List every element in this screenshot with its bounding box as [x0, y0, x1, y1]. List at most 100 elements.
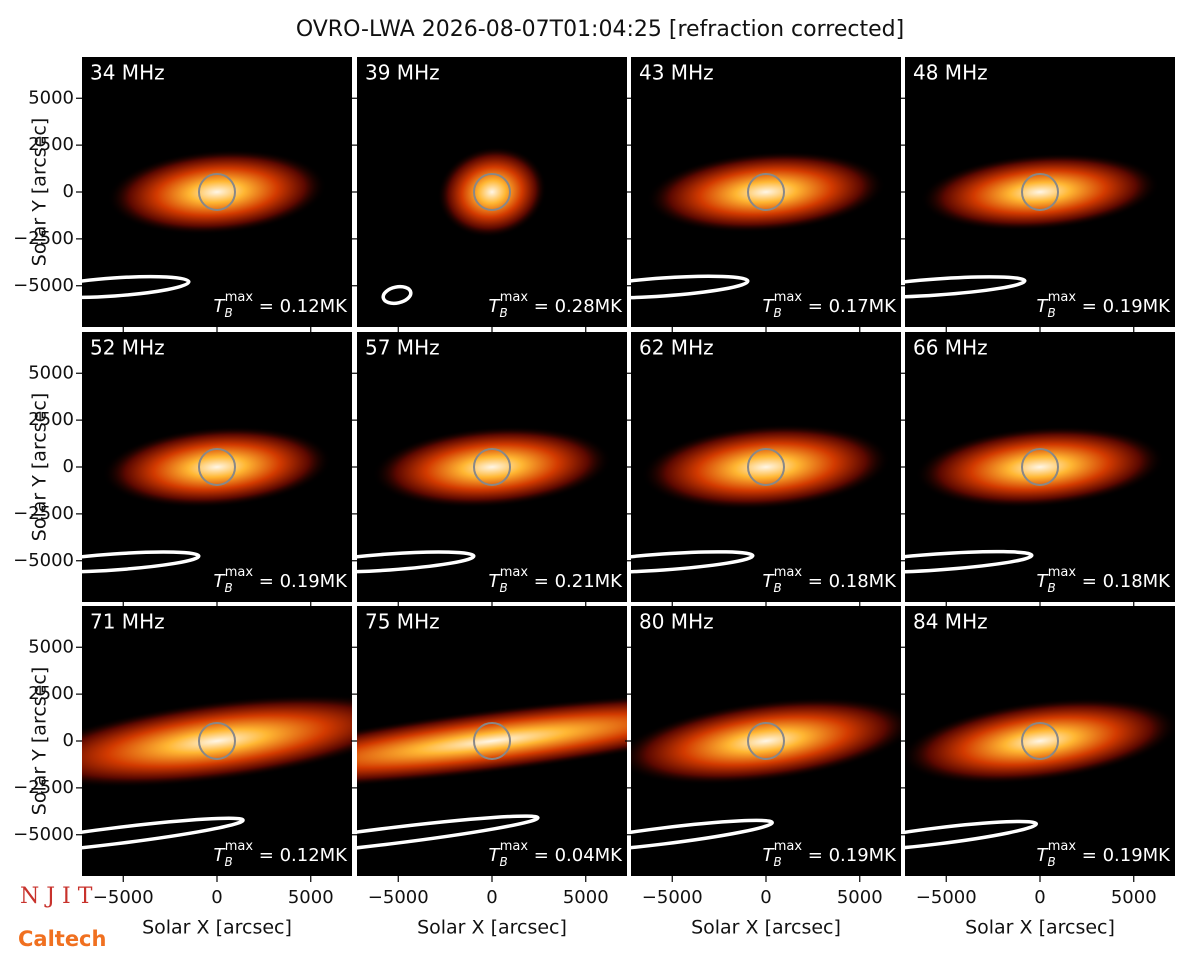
panel: 66 MHz TBmax = 0.18MK	[899, 332, 1175, 608]
solar-disk	[747, 722, 785, 760]
x-axis-label: Solar X [arcsec]	[142, 917, 292, 939]
tb-sup: max	[500, 565, 529, 580]
tb-sup: max	[1048, 839, 1077, 854]
tb-symbol: T	[213, 571, 226, 592]
tb-eq: =	[802, 571, 829, 592]
tb-label: TBmax = 0.12MK	[213, 839, 348, 869]
tb-eq: =	[802, 296, 829, 317]
beam	[905, 549, 1034, 575]
y-tick-label: 5000	[28, 362, 74, 383]
tb-label: TBmax = 0.28MK	[488, 290, 623, 320]
solar-disk	[198, 173, 236, 211]
freq-label: 39 MHz	[365, 61, 440, 85]
tb-sup: max	[1048, 565, 1077, 580]
tb-sup: max	[500, 290, 529, 305]
solar-disk	[1021, 448, 1059, 486]
beam	[905, 819, 1039, 853]
y-tick-label: −5000	[13, 550, 74, 571]
emission	[920, 153, 1160, 231]
tb-sub: B	[1047, 306, 1055, 320]
beam	[631, 274, 750, 300]
y-tick-label: 2500	[28, 409, 74, 430]
x-axis-label: Solar X [arcsec]	[417, 917, 567, 939]
panel: 80 MHz TBmax = 0.19MK −5000 0 5000 Solar X [a…	[625, 606, 901, 939]
freq-label: 80 MHz	[639, 610, 714, 634]
tb-sup: max	[500, 839, 529, 854]
x-tick-label: −5000	[916, 887, 977, 908]
image	[82, 149, 327, 300]
y-tick-label: −5000	[13, 824, 74, 845]
solar-disk	[473, 173, 511, 211]
tb-symbol: T	[762, 845, 775, 866]
tb-value: 0.17MK	[829, 296, 898, 317]
y-tick-label: −2500	[13, 777, 74, 798]
tb-label: TBmax = 0.19MK	[1036, 290, 1171, 320]
tb-symbol: T	[1036, 845, 1049, 866]
image	[82, 694, 352, 856]
tb-value: 0.21MK	[555, 571, 624, 592]
tb-value: 0.19MK	[829, 845, 898, 866]
tb-value: 0.12MK	[280, 296, 349, 317]
tb-eq: =	[1076, 845, 1103, 866]
tb-symbol: T	[488, 296, 501, 317]
tb-label: TBmax = 0.19MK	[213, 565, 348, 595]
image	[357, 426, 612, 574]
solar-disk	[473, 722, 511, 760]
solar-disk	[747, 173, 785, 211]
tb-value: 0.28MK	[555, 296, 624, 317]
tb-label: TBmax = 0.18MK	[762, 565, 897, 595]
beam	[82, 816, 245, 856]
tb-eq: =	[802, 845, 829, 866]
image	[905, 426, 1165, 575]
freq-label: 43 MHz	[639, 61, 714, 85]
x-tick-label: 5000	[1111, 887, 1157, 908]
tb-eq: =	[253, 296, 280, 317]
tb-sub: B	[499, 855, 507, 869]
freq-label: 34 MHz	[90, 61, 165, 85]
tb-symbol: T	[1036, 296, 1049, 317]
title: OVRO-LWA 2026-08-07T01:04:25 [refraction…	[296, 17, 904, 42]
tb-label: TBmax = 0.12MK	[213, 290, 348, 320]
tb-symbol: T	[488, 571, 501, 592]
tb-sub: B	[773, 855, 781, 869]
logo-caltech: Caltech	[18, 927, 106, 951]
solar-disk	[198, 448, 236, 486]
tb-sub: B	[224, 306, 232, 320]
freq-label: 66 MHz	[913, 336, 988, 360]
tb-sub: B	[773, 581, 781, 595]
y-tick-label: 5000	[28, 636, 74, 657]
tb-sup: max	[225, 290, 254, 305]
y-tick-label: 0	[63, 181, 74, 202]
tb-sub: B	[224, 581, 232, 595]
y-tick-label: −2500	[13, 228, 74, 249]
emission	[82, 694, 352, 788]
beam	[82, 550, 201, 574]
x-tick-label: −5000	[368, 887, 429, 908]
x-tick-label: 5000	[837, 887, 883, 908]
x-tick-label: 0	[211, 887, 222, 908]
emission	[102, 426, 332, 508]
x-axis-label: Solar X [arcsec]	[691, 917, 841, 939]
tb-sup: max	[774, 290, 803, 305]
beam	[82, 274, 191, 300]
tb-sup: max	[774, 839, 803, 854]
tb-eq: =	[528, 845, 555, 866]
emission	[646, 151, 886, 233]
y-axis-label: Solar Y [arcsec]	[29, 667, 51, 815]
image	[381, 146, 547, 306]
tb-value: 0.19MK	[280, 571, 349, 592]
emission	[437, 146, 547, 238]
solar-disk	[747, 448, 785, 486]
tb-value: 0.18MK	[829, 571, 898, 592]
tb-sub: B	[1047, 581, 1055, 595]
tb-label: TBmax = 0.04MK	[488, 839, 623, 869]
tb-sup: max	[774, 565, 803, 580]
tb-label: TBmax = 0.19MK	[762, 839, 897, 869]
beam	[357, 814, 540, 858]
tb-symbol: T	[762, 571, 775, 592]
freq-label: 57 MHz	[365, 336, 440, 360]
logo-njit: N J I T	[20, 884, 93, 909]
solar-disk	[1021, 173, 1059, 211]
beam	[631, 550, 755, 574]
